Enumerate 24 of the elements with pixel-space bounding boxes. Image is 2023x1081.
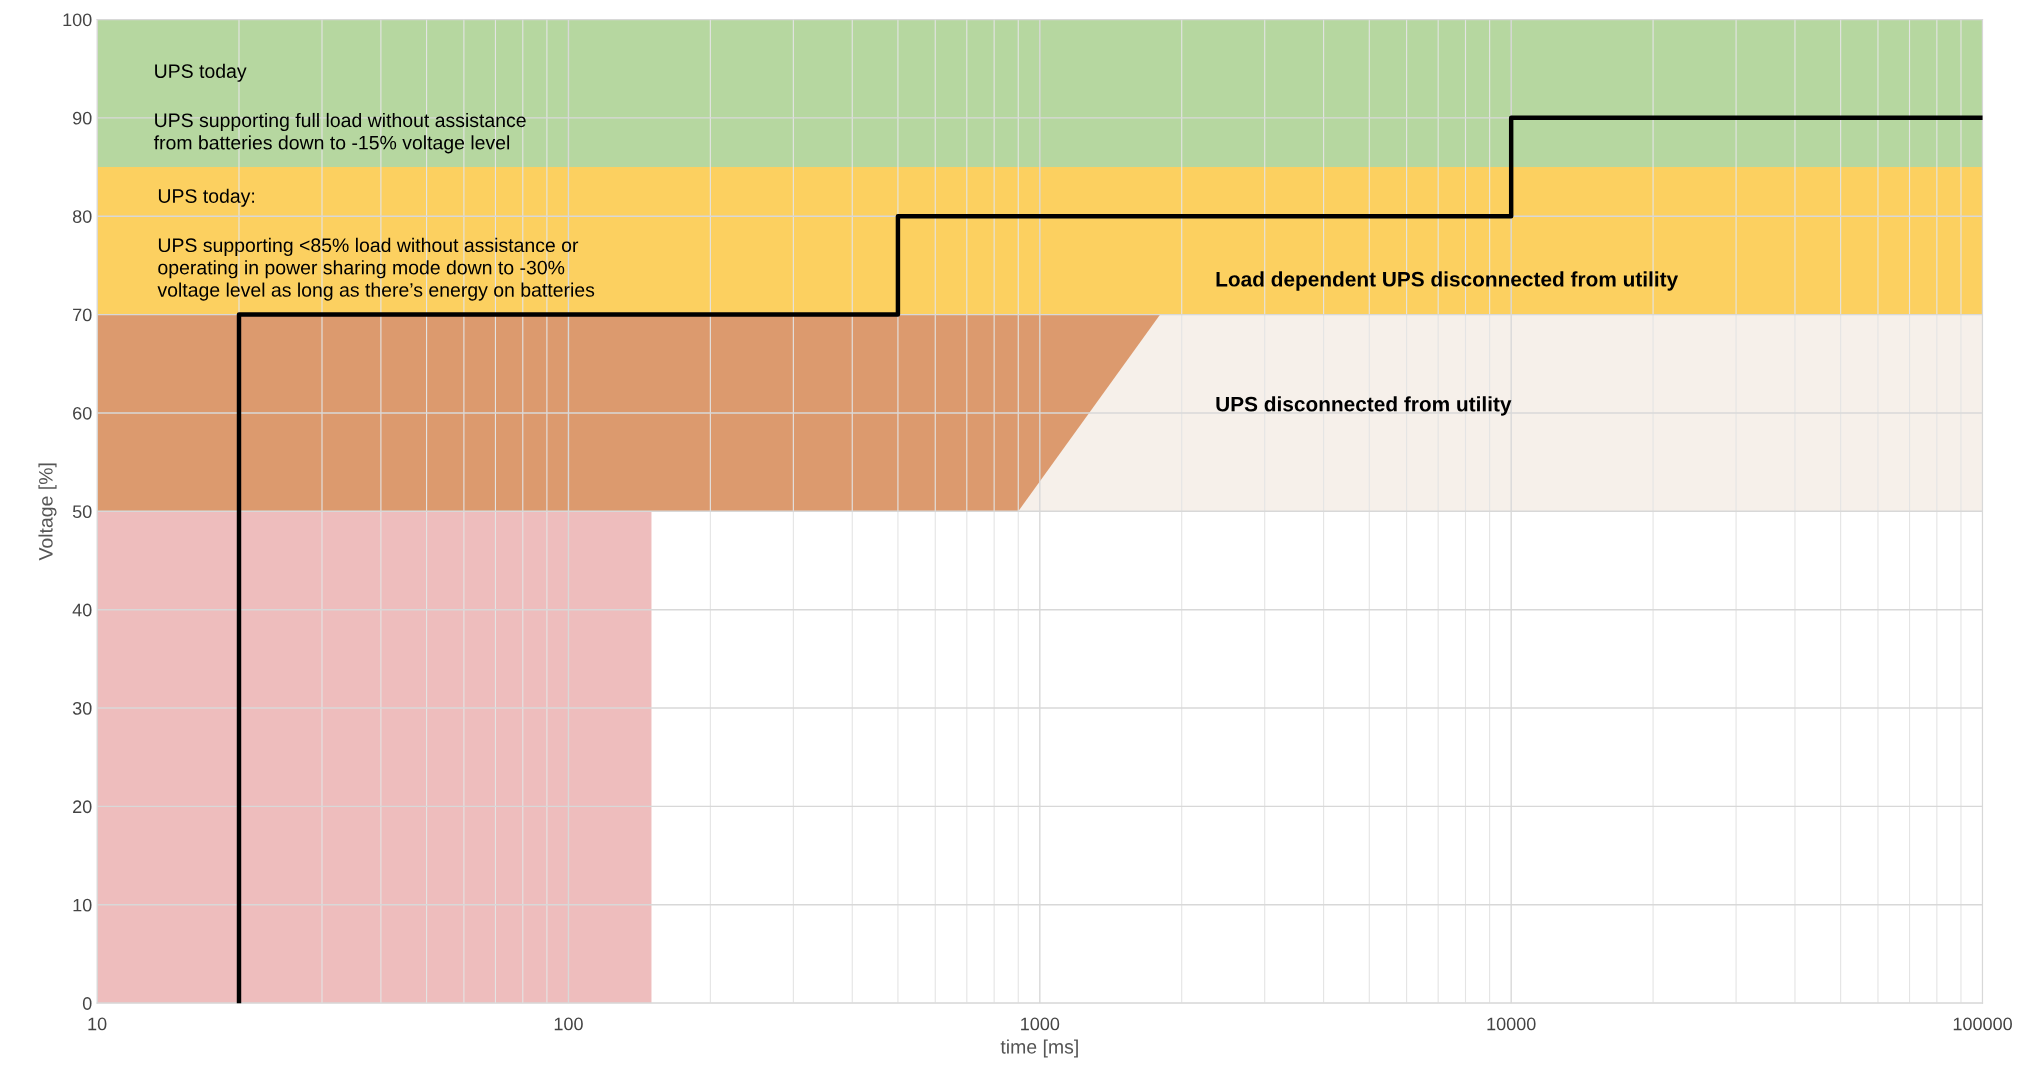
x-tick-label: 10 [88, 1017, 107, 1031]
annotation: UPS supporting full load without assistance from batteries down to -15% voltage level [153, 112, 526, 154]
y-tick-label: 70 [73, 308, 92, 322]
x-tick-label: 100000 [1953, 1017, 2012, 1031]
y-tick-label: 100 [63, 13, 92, 27]
y-tick-label: 80 [72, 210, 92, 223]
y-tick-label: 40 [72, 603, 92, 617]
annotation: Load dependent UPS disconnected from utility [1216, 271, 1679, 291]
annotation: UPS supporting <85% load without assistance or operating in power sharing mode down to -30% voltage level as long as there’s energy on batteries [157, 237, 595, 301]
annotation: UPS today [155, 63, 247, 82]
x-axis-title: time [ms] [1000, 1039, 1078, 1058]
x-tick-label: 100 [554, 1017, 583, 1031]
y-tick-label: 30 [72, 701, 92, 715]
y-tick-label: 20 [73, 800, 92, 814]
y-tick-label: 50 [72, 505, 92, 519]
y-tick-label: 10 [73, 898, 92, 912]
x-tick-label: 10000 [1487, 1017, 1536, 1031]
y-tick-label: 0 [82, 997, 92, 1010]
x-tick-label: 1000 [1021, 1017, 1060, 1031]
annotation: UPS today: [158, 188, 255, 207]
y-axis-title: Voltage [%] [38, 463, 57, 561]
y-tick-label: 60 [73, 406, 92, 420]
annotation: UPS disconnected from utility [1216, 396, 1512, 416]
y-tick-label: 90 [73, 111, 92, 125]
